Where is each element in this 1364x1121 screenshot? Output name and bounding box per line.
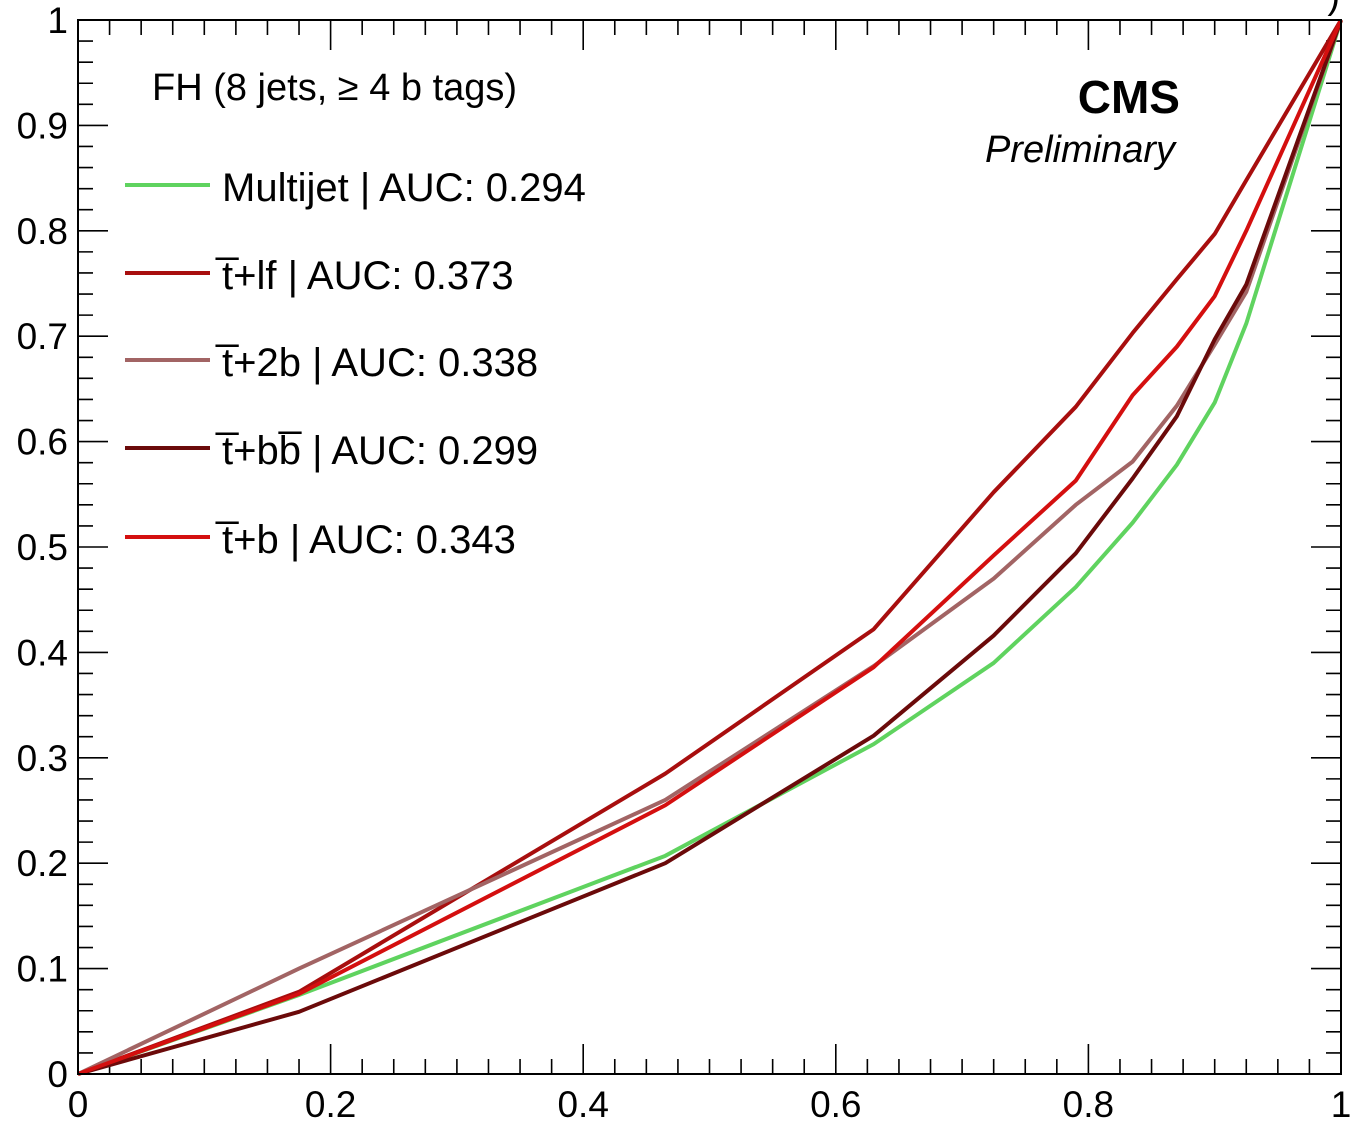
x-tick-label: 0.8: [1063, 1084, 1114, 1121]
series-line: [77, 19, 1343, 1076]
series-line: [77, 19, 1343, 1076]
status-label: Preliminary: [985, 129, 1177, 171]
y-tick-label: 0.9: [17, 105, 68, 146]
tick-labels: 0 0.2 0.4 0.6 0.8 1 0 0.1 0.2 0.3 0.4 0.5 0.6 0.7 0.8 0…: [17, 0, 1352, 1121]
y-tick-label: 1: [47, 0, 68, 41]
series-line: [77, 18, 1343, 1076]
partial-corner-label: ): [1327, 0, 1340, 17]
legend-label: t̅+lf | AUC: 0.373: [215, 254, 514, 298]
y-tick-label: 0.3: [17, 738, 68, 779]
y-tick-label: 0.8: [17, 211, 68, 252]
legend-label: Multijet | AUC: 0.294: [222, 166, 586, 210]
series-lines: [77, 18, 1343, 1076]
x-tick-label: 0.4: [557, 1084, 608, 1121]
legend: Multijet | AUC: 0.294 t̅+lf | AUC: 0.373 t…: [125, 166, 586, 562]
series-line: [77, 19, 1343, 1076]
experiment-label: CMS: [1078, 71, 1180, 123]
y-tick-label: 0: [47, 1054, 68, 1095]
x-tick-label: 0.2: [305, 1084, 356, 1121]
y-tick-label: 0.2: [17, 843, 68, 884]
y-tick-label: 0.4: [17, 632, 68, 673]
legend-label: t̅+2b | AUC: 0.338: [215, 341, 538, 385]
legend-label: t̅+bb̅ | AUC: 0.299: [215, 429, 538, 473]
plot-frame: [77, 19, 1342, 1075]
series-line: [77, 19, 1343, 1076]
y-tick-label: 0.7: [17, 316, 68, 357]
x-tick-label: 0.6: [810, 1084, 861, 1121]
x-tick-label: 0: [68, 1084, 89, 1121]
y-tick-label: 0.1: [17, 949, 68, 990]
y-tick-label: 0.5: [17, 527, 68, 568]
selection-label: FH (8 jets, ≥ 4 b tags): [152, 67, 517, 109]
x-tick-label: 1: [1331, 1084, 1352, 1121]
legend-label: t̅+b | AUC: 0.343: [215, 518, 516, 562]
y-tick-label: 0.6: [17, 422, 68, 463]
